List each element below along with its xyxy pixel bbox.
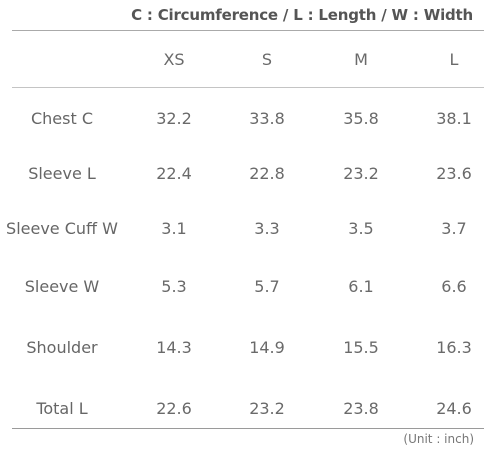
table-cell: 3.1	[161, 219, 187, 238]
size-header-m: M	[354, 50, 368, 69]
table-cell: 3.7	[441, 219, 467, 238]
table-cell: 6.1	[348, 277, 374, 296]
table-cell: 24.6	[436, 399, 472, 418]
table-cell: 22.6	[156, 399, 192, 418]
table-cell: 5.7	[254, 277, 280, 296]
row-label: Shoulder	[26, 338, 98, 357]
row-label: Sleeve W	[24, 277, 100, 296]
table-cell: 3.5	[348, 219, 374, 238]
table-cell: 22.4	[156, 164, 192, 183]
table-cell: 5.3	[161, 277, 187, 296]
table-cell: 15.5	[343, 338, 379, 357]
unit-note: (Unit : inch)	[403, 432, 474, 446]
table-cell: 38.1	[436, 109, 472, 128]
table-cell: 23.2	[249, 399, 285, 418]
table-cell: 23.8	[343, 399, 379, 418]
table-cell: 33.8	[249, 109, 285, 128]
table-cell: 6.6	[441, 277, 467, 296]
row-label: Chest C	[30, 109, 94, 128]
size-header-s: S	[261, 50, 273, 69]
table-cell: 35.8	[343, 109, 379, 128]
table-bottom-rule	[12, 428, 484, 429]
row-label: Sleeve Cuff W	[6, 219, 118, 238]
table-cell: 16.3	[436, 338, 472, 357]
table-cell: 14.9	[249, 338, 285, 357]
header-divider	[12, 87, 484, 88]
size-header-l: L	[449, 50, 459, 69]
table-top-rule	[12, 30, 484, 31]
row-label: Total L	[36, 399, 88, 418]
table-cell: 22.8	[249, 164, 285, 183]
size-header-xs: XS	[163, 50, 185, 69]
abbreviation-legend: C : Circumference / L : Length / W : Wid…	[131, 6, 473, 24]
row-label: Sleeve L	[28, 164, 96, 183]
table-cell: 23.2	[343, 164, 379, 183]
table-cell: 23.6	[436, 164, 472, 183]
table-cell: 14.3	[156, 338, 192, 357]
table-cell: 3.3	[254, 219, 280, 238]
table-cell: 32.2	[156, 109, 192, 128]
